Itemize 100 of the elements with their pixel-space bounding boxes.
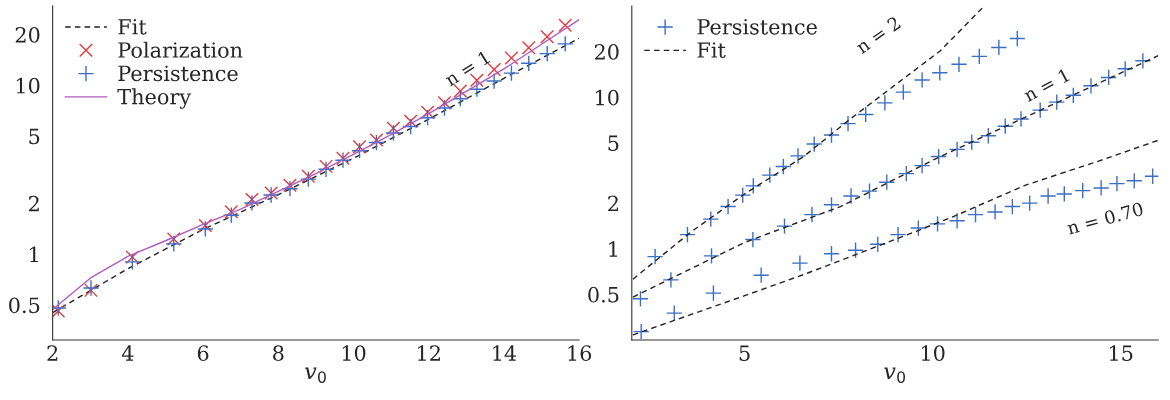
x-tick-label: 14 <box>493 345 517 361</box>
y-tick-label: 2 <box>29 195 39 212</box>
point <box>124 253 141 271</box>
x-tick-label: 5 <box>739 345 750 361</box>
point <box>894 83 912 101</box>
point <box>791 254 809 272</box>
x-axis-title: v$_{0}$ <box>305 367 326 383</box>
x-tick-label: 4 <box>121 345 134 361</box>
point <box>245 192 259 207</box>
point <box>703 247 720 265</box>
y-tick-label: 5 <box>608 135 619 152</box>
point <box>125 250 140 265</box>
legend-label: Fit <box>697 42 726 58</box>
point <box>948 141 966 158</box>
point <box>996 117 1014 135</box>
annotation: n = 2 <box>854 15 902 55</box>
x-tick-label: 6 <box>197 345 209 361</box>
point <box>556 35 574 53</box>
legend-label: Polarization <box>118 41 243 58</box>
y-tick-label: 1 <box>30 246 38 263</box>
point <box>847 241 864 259</box>
point <box>679 226 696 243</box>
point <box>301 169 316 184</box>
point <box>351 142 368 160</box>
point <box>420 105 435 120</box>
line-series <box>632 139 1159 336</box>
point <box>1008 30 1026 47</box>
point <box>1074 182 1092 199</box>
line-series <box>632 6 985 280</box>
point <box>662 271 680 289</box>
point <box>913 71 931 89</box>
point <box>839 115 857 132</box>
point <box>744 231 762 248</box>
point <box>317 160 335 178</box>
y-tick-label: 10 <box>596 89 619 106</box>
point <box>970 48 988 65</box>
point <box>1134 52 1152 70</box>
x-tick-label: 10 <box>342 345 366 361</box>
point <box>224 204 239 219</box>
point <box>646 248 664 265</box>
point <box>386 121 401 136</box>
x-tick-label: 12 <box>418 345 440 361</box>
point <box>540 29 555 44</box>
point <box>878 173 896 191</box>
x-tick-label: 10 <box>921 345 945 361</box>
point <box>702 210 720 228</box>
y-tick-label: 0.5 <box>588 286 619 303</box>
point <box>1039 187 1057 205</box>
point <box>468 80 486 98</box>
y-tick-label: 20 <box>15 26 40 43</box>
point <box>869 235 887 253</box>
point <box>948 212 966 230</box>
point <box>823 196 840 214</box>
point <box>823 126 840 144</box>
point <box>521 40 536 55</box>
point <box>950 55 968 73</box>
point <box>842 187 860 205</box>
x-tick-label: 16 <box>568 345 592 361</box>
point <box>319 159 333 174</box>
point <box>52 304 66 319</box>
point <box>1004 198 1021 215</box>
point <box>558 18 573 33</box>
y-tick-label: 20 <box>594 44 619 60</box>
point <box>300 170 317 188</box>
point <box>897 165 915 183</box>
point <box>1116 60 1134 78</box>
point <box>930 148 948 165</box>
point <box>861 182 878 200</box>
x-axis-title: v$_{0}$ <box>884 367 906 383</box>
x-tick-label: 2 <box>47 345 58 361</box>
point <box>1108 175 1126 192</box>
point <box>84 283 98 298</box>
y-tick-label: 0.5 <box>9 297 40 314</box>
point <box>1082 77 1100 95</box>
point <box>1055 185 1073 203</box>
point <box>719 198 737 215</box>
point <box>352 139 367 154</box>
point <box>990 39 1008 56</box>
point <box>632 290 649 308</box>
point <box>979 127 997 145</box>
x-tick-label: 8 <box>273 345 284 361</box>
point <box>198 218 213 233</box>
point <box>931 64 949 82</box>
point <box>1031 101 1049 119</box>
x-tick-label: 15 <box>1109 345 1133 361</box>
point <box>436 99 453 117</box>
point <box>281 180 299 198</box>
annotation: n = 1 <box>1022 68 1070 102</box>
point <box>197 220 214 238</box>
point <box>967 206 984 223</box>
point <box>803 206 821 223</box>
point <box>929 215 946 233</box>
legend-label: Persistence <box>697 19 817 35</box>
y-tick-label: 2 <box>608 195 618 212</box>
point <box>665 304 683 322</box>
point <box>503 64 520 82</box>
point <box>485 72 503 90</box>
point <box>913 157 931 174</box>
point <box>469 73 484 88</box>
point <box>761 166 779 184</box>
